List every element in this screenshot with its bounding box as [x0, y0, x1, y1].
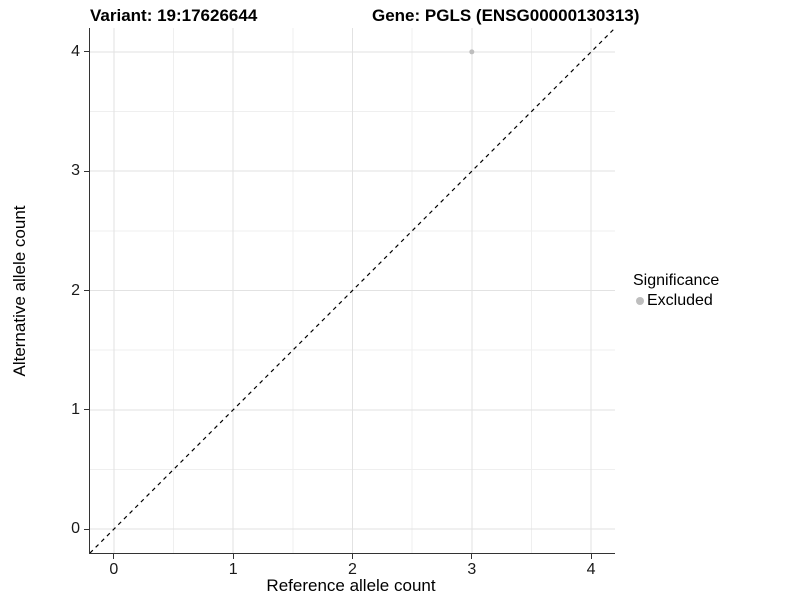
x-tick-mark [471, 554, 473, 559]
excluded-marker-box [633, 294, 647, 308]
legend: Significance Excluded [633, 271, 719, 310]
x-tick-label: 2 [348, 561, 357, 578]
x-tick-label: 3 [467, 561, 477, 578]
y-tick-label: 4 [71, 42, 80, 60]
plot-title-variant: Variant: 19:17626644 [90, 6, 258, 25]
y-tick-label: 2 [71, 281, 80, 299]
y-tick-mark [84, 170, 89, 172]
x-tick-mark [590, 554, 592, 559]
y-axis-title: Alternative allele count [10, 205, 29, 377]
y-tick-label: 0 [71, 520, 80, 538]
x-tick-mark [352, 554, 353, 559]
x-tick-label: 4 [586, 561, 596, 578]
x-tick-label: 1 [228, 561, 238, 578]
y-tick-mark [84, 290, 89, 291]
legend-item-excluded: Excluded [633, 291, 719, 310]
x-tick-mark [232, 554, 234, 559]
y-tick-mark [84, 409, 89, 411]
y-tick-label: 3 [71, 162, 80, 180]
y-tick-label: 1 [71, 400, 80, 418]
x-tick-mark [113, 554, 115, 559]
identity-reference-line [90, 28, 615, 553]
legend-item-label: Excluded [647, 292, 713, 309]
plot-panel [89, 28, 615, 554]
y-tick-mark [84, 528, 89, 530]
excluded-point-icon [636, 296, 644, 305]
y-tick-mark [84, 51, 89, 53]
x-axis-title: Reference allele count [266, 576, 436, 595]
plot-canvas [90, 28, 615, 553]
data-point [469, 49, 475, 55]
legend-title: Significance [633, 272, 720, 289]
plot-title-gene: Gene: PGLS (ENSG00000130313) [372, 6, 640, 25]
x-tick-label: 0 [109, 561, 119, 578]
